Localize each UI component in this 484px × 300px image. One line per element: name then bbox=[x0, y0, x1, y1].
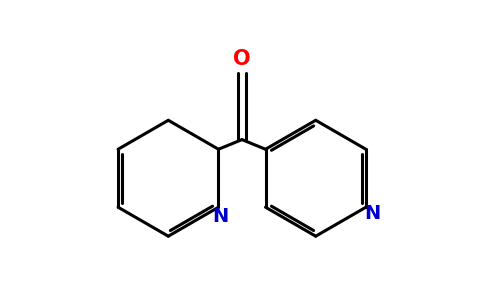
Text: N: N bbox=[364, 204, 380, 223]
Text: O: O bbox=[233, 49, 251, 69]
Text: N: N bbox=[212, 207, 228, 226]
